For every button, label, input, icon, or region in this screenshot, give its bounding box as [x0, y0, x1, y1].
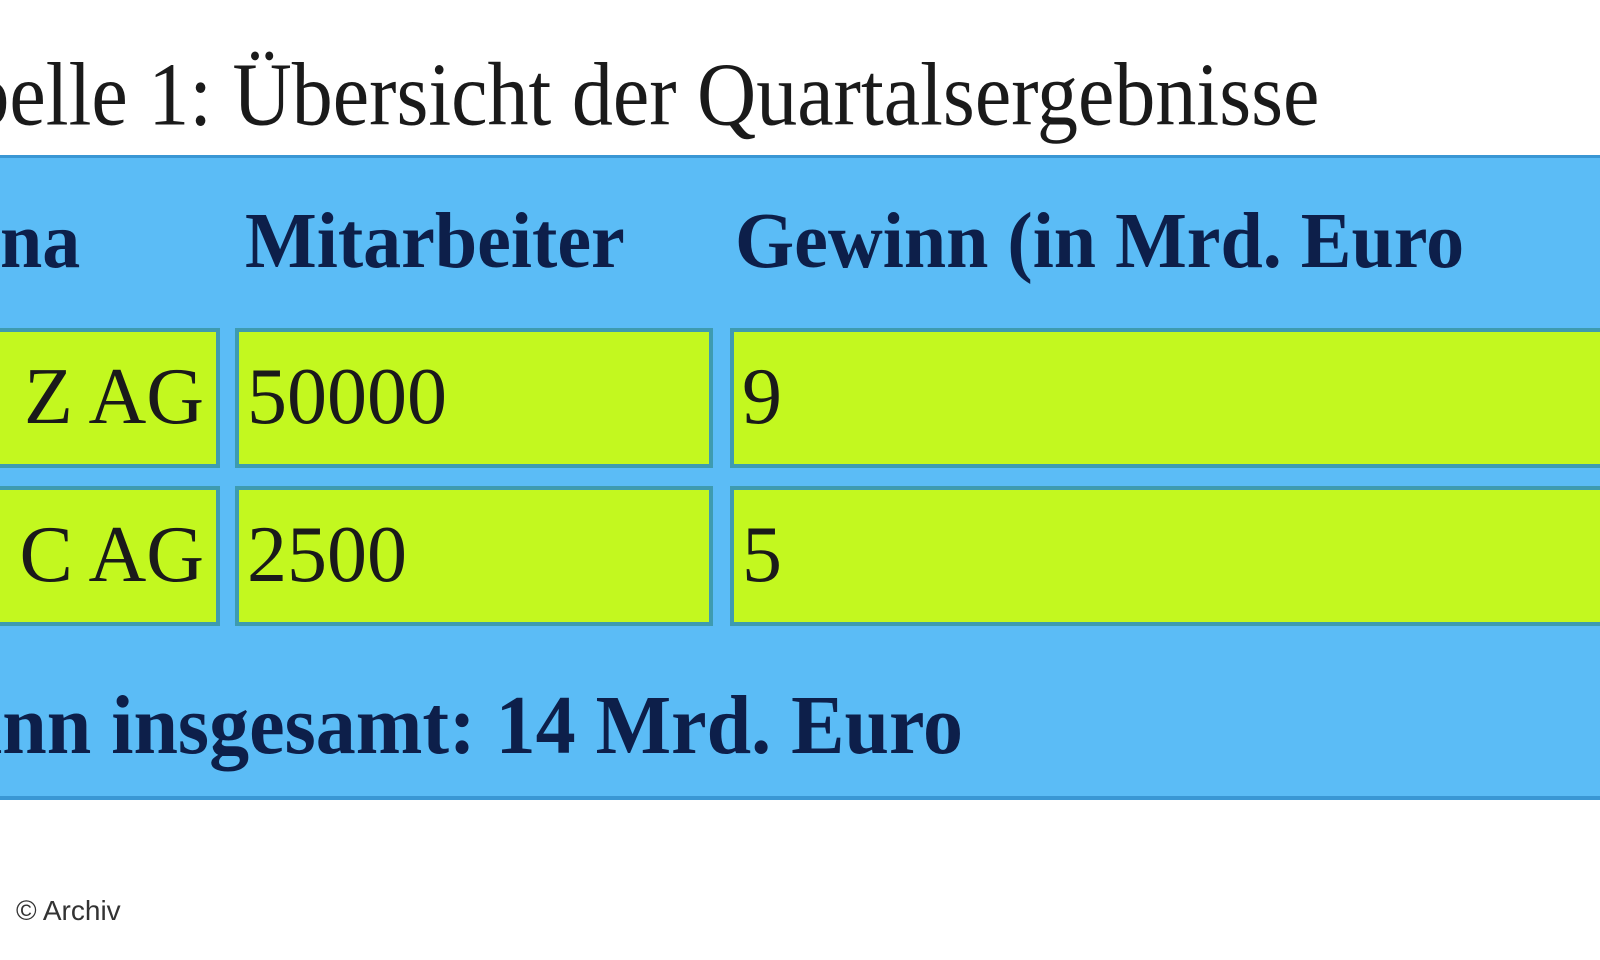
header-cell-name: na — [0, 196, 81, 285]
table-cell: 50000 — [235, 328, 713, 468]
table-footer: vinn insgesamt: 14 Mrd. Euro — [0, 679, 964, 772]
table-cell: Z AG — [0, 328, 220, 468]
table-caption: abelle 1: Übersicht der Quartalsergebnis… — [0, 44, 1320, 145]
results-table: na Mitarbeiter Gewinn (in Mrd. Euro Z AG… — [0, 155, 1600, 800]
table-cell: 5 — [730, 486, 1600, 626]
table-cell: C AG — [0, 486, 220, 626]
table-cell: 2500 — [235, 486, 713, 626]
table-cell: 9 — [730, 328, 1600, 468]
header-cell-gewinn: Gewinn (in Mrd. Euro — [735, 196, 1465, 285]
header-cell-mitarbeiter: Mitarbeiter — [245, 196, 625, 285]
image-credit: © Archiv — [16, 895, 121, 926]
